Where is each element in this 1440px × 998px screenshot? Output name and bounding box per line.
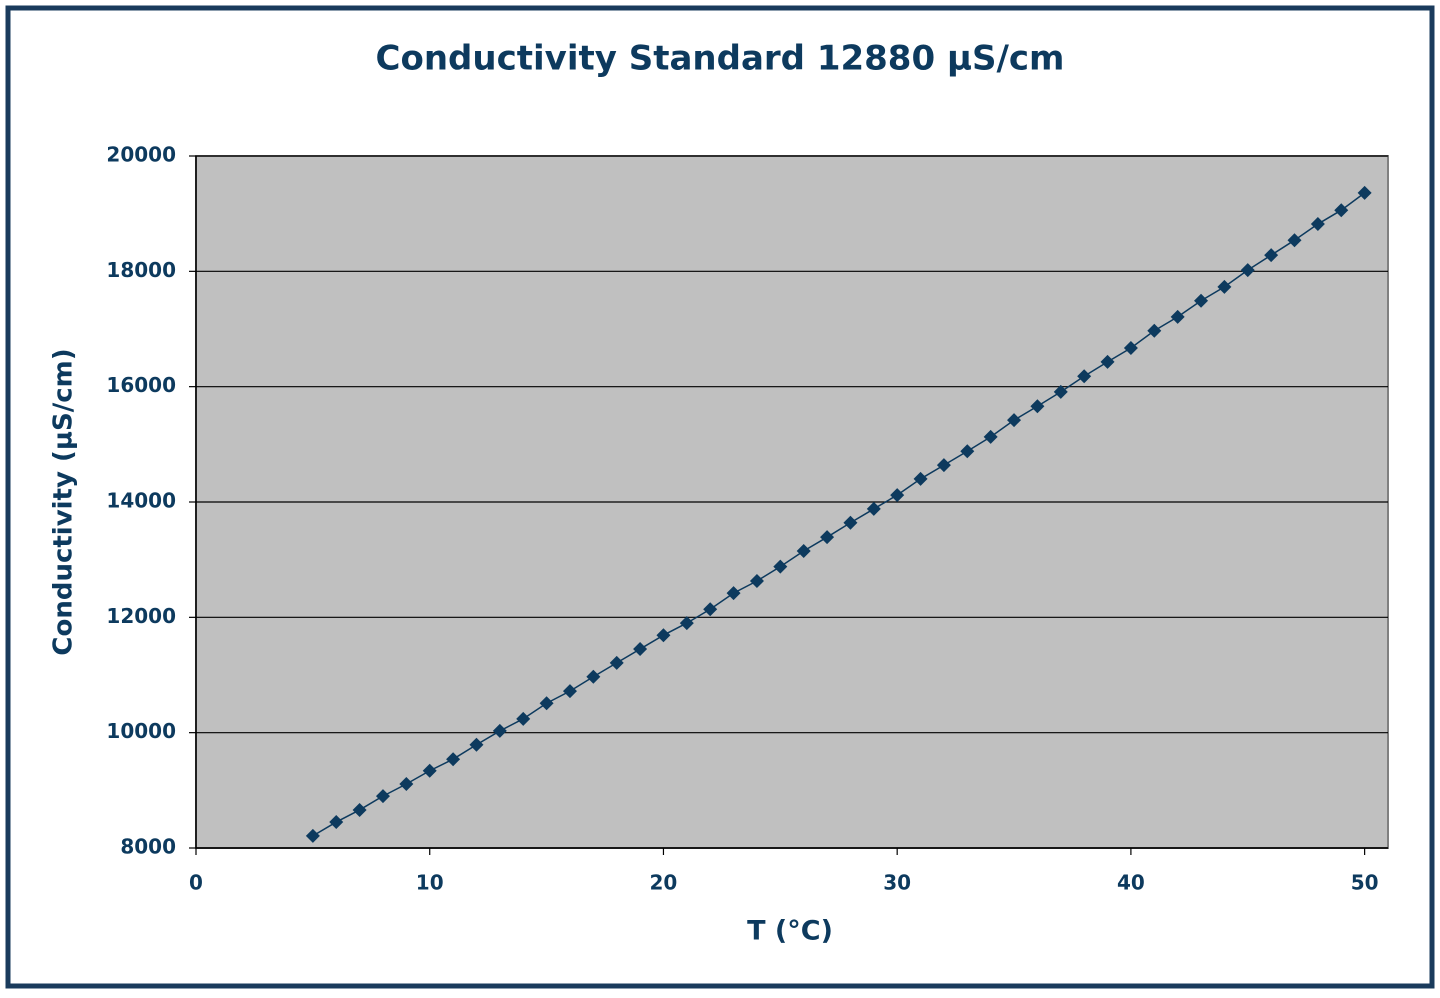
data-point [1123, 341, 1138, 356]
data-point [1217, 279, 1232, 294]
x-tick-label: 20 [650, 871, 678, 895]
x-tick-label: 30 [883, 871, 911, 895]
data-point [866, 501, 881, 516]
data-point [1287, 233, 1302, 248]
data-point [703, 602, 718, 617]
data-point [516, 711, 531, 726]
x-tick-label: 0 [189, 871, 203, 895]
data-point [749, 574, 764, 589]
data-point [890, 488, 905, 503]
data-point [633, 642, 648, 657]
data-point [983, 429, 998, 444]
data-point [1240, 263, 1255, 278]
data-point [1194, 293, 1209, 308]
data-point [1077, 369, 1092, 384]
y-tick-label: 12000 [106, 604, 176, 628]
y-axis-label: Conductivity (µS/cm) [49, 348, 79, 655]
x-tick-label: 50 [1351, 871, 1379, 895]
x-tick-label: 40 [1117, 871, 1145, 895]
data-point [1007, 413, 1022, 428]
data-point [492, 723, 507, 738]
data-point [1310, 217, 1325, 232]
data-point [1147, 323, 1162, 338]
data-point [1170, 309, 1185, 324]
x-axis-label: T (°C) [747, 916, 833, 947]
y-tick-label: 8000 [120, 835, 176, 859]
data-point [1357, 185, 1372, 200]
data-point [796, 544, 811, 559]
data-point [773, 559, 788, 574]
data-line [312, 192, 1366, 837]
data-point [469, 737, 484, 752]
chart-title: Conductivity Standard 12880 µS/cm [376, 39, 1065, 79]
data-point [562, 684, 577, 699]
data-point [586, 669, 601, 684]
data-point [1053, 384, 1068, 399]
data-point [679, 616, 694, 631]
data-point [913, 471, 928, 486]
y-tick-label: 10000 [106, 719, 176, 743]
data-point [1030, 399, 1045, 414]
y-tick-label: 20000 [106, 143, 176, 167]
data-point [609, 655, 624, 670]
data-point [656, 628, 671, 643]
data-point [446, 752, 461, 767]
x-tick-label: 10 [416, 871, 444, 895]
data-point [843, 515, 858, 530]
data-point [539, 696, 554, 711]
data-point [726, 586, 741, 601]
data-point [305, 828, 320, 843]
data-point [1100, 354, 1115, 369]
data-point [936, 458, 951, 473]
y-tick-label: 16000 [106, 373, 176, 397]
y-tick-label: 18000 [106, 258, 176, 282]
data-point [1264, 248, 1279, 263]
data-point [352, 802, 367, 817]
data-point [422, 763, 437, 778]
data-point [1334, 203, 1349, 218]
data-point [329, 815, 344, 830]
data-point [375, 789, 390, 804]
data-point [399, 776, 414, 791]
y-tick-label: 14000 [106, 489, 176, 513]
data-point [820, 530, 835, 545]
data-point [960, 444, 975, 459]
